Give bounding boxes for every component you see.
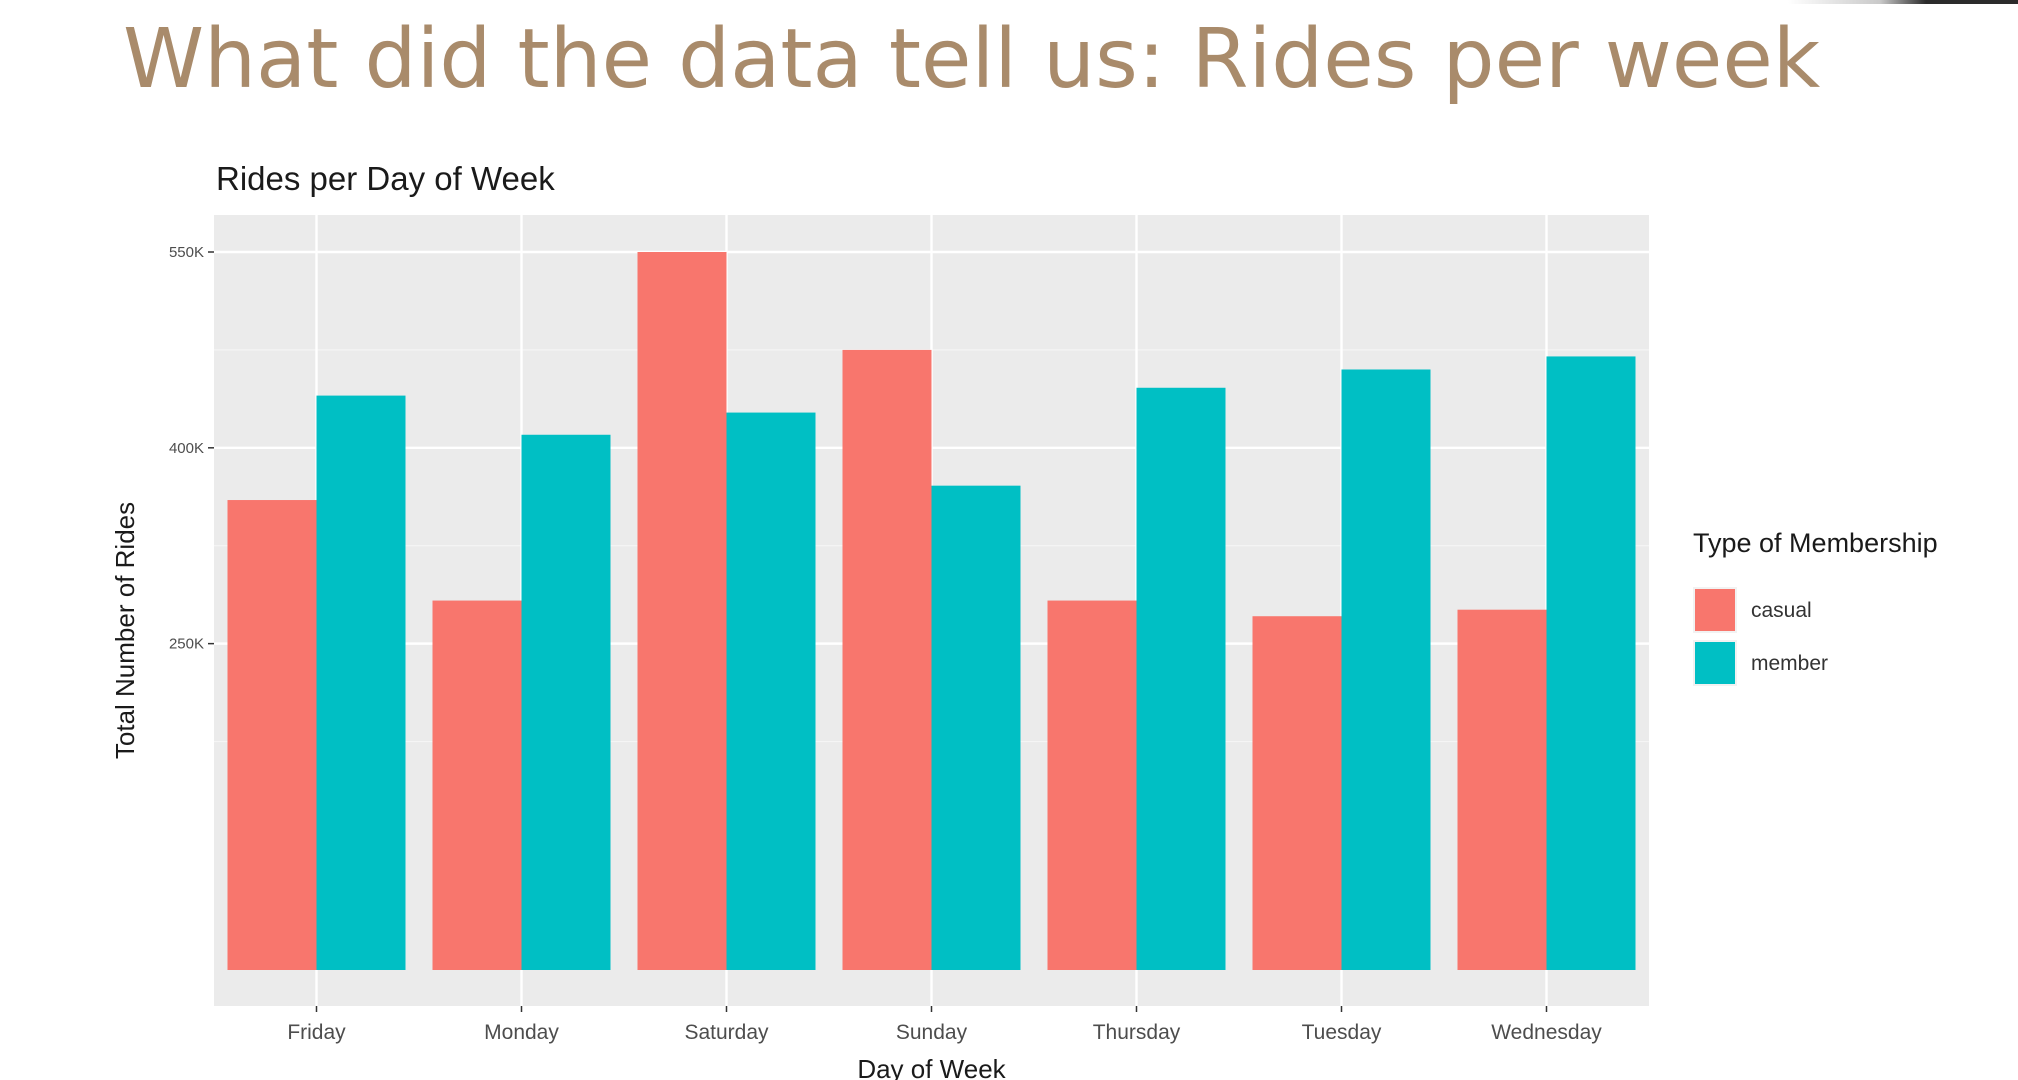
x-tick-label: Friday [287,1021,346,1044]
x-tick-label: Monday [484,1021,559,1044]
y-tick-label: 550K [169,244,204,261]
bar-casual-thursday [1047,600,1137,970]
bar-casual-saturday [637,252,727,970]
bar-member-wednesday [1546,356,1636,970]
legend-swatch-member [1695,642,1735,684]
bar-member-thursday [1136,387,1226,970]
bar-member-saturday [726,412,816,970]
corner-decoration [1788,0,2018,4]
slide-title: What did the data tell us: Rides per wee… [123,12,1821,107]
bar-member-monday [521,434,611,970]
chart-title: Rides per Day of Week [216,160,555,197]
bar-member-friday [316,395,406,971]
y-axis-label: Total Number of Rides [110,502,140,759]
legend-label-member: member [1751,652,1828,675]
legend-title: Type of Membership [1693,528,1938,558]
x-axis-label: Day of Week [857,1054,1006,1080]
legend-label-casual: casual [1751,599,1812,622]
x-tick-label: Saturday [684,1021,769,1044]
x-tick-label: Sunday [896,1021,968,1044]
x-tick-label: Tuesday [1302,1021,1382,1044]
y-tick-label: 250K [169,636,204,653]
x-tick-label: Wednesday [1491,1021,1602,1044]
bar-casual-tuesday [1252,616,1342,970]
legend-swatch-casual [1695,589,1735,631]
bar-casual-wednesday [1457,609,1547,970]
y-tick-label: 400K [169,440,204,457]
bar-casual-friday [227,500,317,970]
bar-casual-monday [432,600,522,970]
bar-casual-sunday [842,349,932,971]
x-tick-label: Thursday [1093,1021,1181,1044]
bar-member-tuesday [1341,369,1431,970]
bar-member-sunday [931,485,1021,970]
